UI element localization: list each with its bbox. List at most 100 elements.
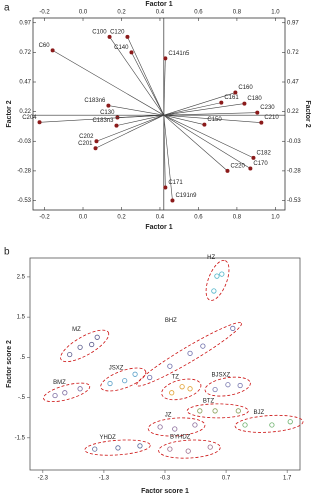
loading-vector [163, 58, 166, 116]
x-tick-label: -2.3 [38, 476, 49, 482]
loading-vector [116, 114, 164, 126]
score-point [179, 384, 185, 390]
score-point [137, 443, 143, 449]
loading-point [37, 120, 42, 125]
group-label: YHDZ [100, 435, 117, 441]
score-point [200, 343, 206, 349]
x-tick-label: 1.7 [283, 476, 292, 482]
y-tick-label: -.5 [18, 395, 26, 401]
y-tick-label-right: 0.22 [287, 109, 299, 115]
y-tick-label: 0.72 [19, 50, 31, 56]
point-label: C201 [78, 141, 93, 147]
group-ellipse [158, 439, 221, 459]
score-point [89, 341, 95, 348]
loading-point [125, 34, 130, 39]
loading-vector [163, 103, 245, 116]
point-label: C191n9 [175, 193, 197, 199]
y-tick-label: 0.22 [19, 109, 31, 115]
score-point [214, 273, 220, 279]
group-label: HZ [207, 255, 215, 261]
y-tick-label-right: -0.53 [287, 198, 301, 204]
x-tick-label-top: 0.0 [79, 10, 88, 16]
point-label: C230 [260, 105, 275, 111]
score-point [235, 408, 241, 414]
y-tick-label: 0.47 [19, 80, 31, 86]
point-label: C182 [256, 150, 271, 156]
y-tick-label: .5 [20, 355, 26, 361]
score-point [219, 271, 225, 277]
loading-vector [96, 114, 164, 142]
group-ellipse [161, 378, 202, 401]
point-label: C170 [253, 161, 268, 167]
loading-vector [127, 36, 165, 116]
score-point [52, 392, 58, 399]
plot-frame [32, 17, 286, 211]
score-point [230, 325, 236, 331]
group-label: JZ [165, 413, 172, 419]
y-tick-label-right: -0.03 [287, 139, 301, 145]
score-point [115, 445, 121, 451]
score-point [94, 334, 100, 340]
score-point [107, 380, 113, 387]
score-point [242, 422, 248, 428]
x-tick-label: 1.0 [271, 215, 280, 221]
point-label: C60 [39, 43, 51, 49]
plot-frame [29, 257, 301, 471]
loading-point [163, 185, 168, 190]
group-label: BJZ [254, 410, 265, 416]
score-point [237, 382, 243, 389]
loading-vector [163, 92, 236, 116]
score-point [132, 371, 138, 377]
y-tick-label: 0.97 [19, 20, 31, 26]
group-label: TZ [172, 375, 180, 381]
point-label: C202 [79, 134, 94, 140]
panel-letter: b [4, 247, 10, 258]
group-ellipse [186, 403, 249, 419]
x-tick-label: -0.2 [39, 215, 50, 221]
score-point [62, 390, 68, 396]
loading-point [107, 34, 112, 39]
loading-point [219, 100, 224, 105]
score-point [169, 390, 175, 396]
group-label: BJSXZ [211, 372, 230, 378]
point-label: C180 [247, 96, 262, 102]
loading-vector [163, 115, 166, 188]
group-label: JSXZ [109, 365, 124, 371]
group-ellipse [205, 259, 230, 301]
panel-letter: a [4, 3, 10, 14]
point-label: C140 [114, 45, 129, 51]
score-point [167, 363, 173, 369]
score-point [77, 344, 83, 350]
point-label: C100 [92, 29, 107, 35]
loading-point [233, 90, 238, 95]
score-point [207, 444, 213, 450]
point-label: C120 [110, 29, 125, 35]
group-ellipse [136, 322, 242, 387]
score-point [122, 378, 128, 384]
loading-point [94, 139, 99, 144]
loading-point [255, 110, 260, 115]
x-tick-label: 0.8 [233, 215, 242, 221]
y-tick-label: -1.5 [15, 435, 26, 441]
group-ellipse [84, 439, 151, 456]
score-point [185, 448, 191, 454]
x-tick-label-top: 0.8 [233, 10, 242, 16]
group-label: BHZ [165, 318, 177, 324]
score-point [192, 422, 198, 428]
y-tick-label: 1.5 [17, 315, 26, 321]
x-tick-label: 0.6 [194, 215, 203, 221]
group-label: MZ [72, 327, 81, 333]
loading-vector [163, 114, 228, 172]
loading-point [170, 198, 175, 203]
loading-vector [39, 114, 164, 123]
x-tick-label-top: -0.2 [39, 10, 50, 16]
loading-vector [163, 102, 222, 116]
y-axis-title: Factor 2 [6, 100, 13, 127]
loading-vector [131, 52, 165, 116]
group-ellipse [147, 417, 206, 437]
y-tick-label-right: 0.47 [287, 80, 299, 86]
y-axis-title: Factor score 2 [6, 340, 13, 388]
loading-vector [52, 50, 164, 116]
score-point [212, 386, 218, 393]
loading-point [248, 166, 253, 171]
